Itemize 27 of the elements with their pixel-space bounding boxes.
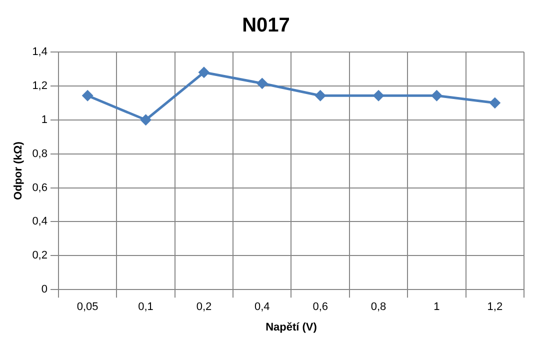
x-tick-label: 0,05 <box>76 301 98 314</box>
point <box>431 90 442 102</box>
point <box>489 97 500 108</box>
x-tick-label: 0,2 <box>196 301 212 314</box>
point <box>82 90 94 102</box>
point <box>140 114 152 126</box>
x-tick-label: 1 <box>434 301 440 314</box>
y-tick-label: 0,2 <box>32 250 48 262</box>
y-tick-label: 0,8 <box>32 148 48 160</box>
y-tick-label: 1,2 <box>32 80 48 92</box>
y-tick-label: 1,4 <box>32 46 48 58</box>
y-tick-label: 1 <box>41 114 48 126</box>
point <box>256 78 268 89</box>
x-tick-label: 1,2 <box>487 301 503 314</box>
point <box>314 90 326 102</box>
y-tick-label: 0 <box>41 284 48 296</box>
y-axis-title: Odpor (kΩ) <box>12 141 25 200</box>
point <box>198 66 210 78</box>
y-tick-label: 0,4 <box>32 216 48 228</box>
y-tick-label: 0,6 <box>32 182 48 194</box>
x-tick-label: 0,4 <box>254 301 270 314</box>
x-tick-label: 0,1 <box>138 301 154 314</box>
x-tick-label: 0,6 <box>312 301 328 314</box>
x-axis-title: Napětí (V) <box>266 321 318 334</box>
x-tick-label: 0,8 <box>370 301 386 314</box>
chart-title: N017 <box>242 14 290 37</box>
point <box>373 90 384 102</box>
